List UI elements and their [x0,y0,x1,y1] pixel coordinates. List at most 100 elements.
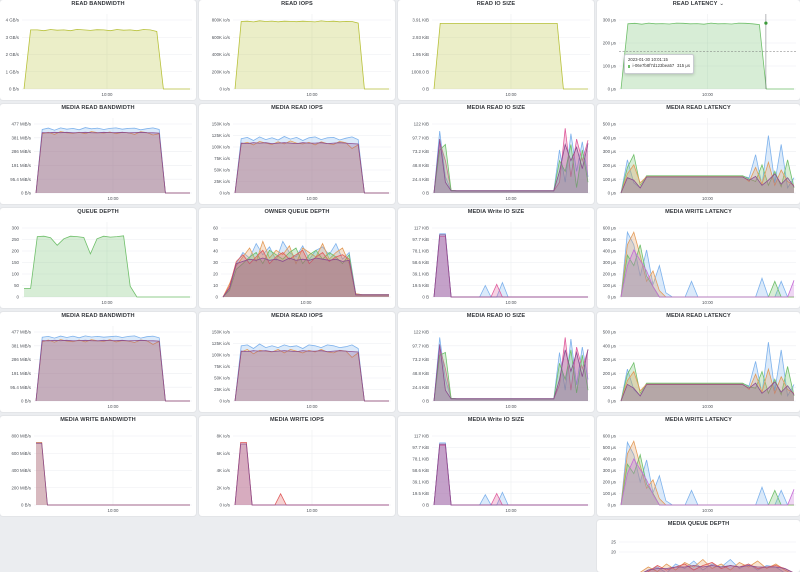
y-tick-label: 30 [213,260,218,265]
y-tick-label: 200 μs [603,41,617,46]
y-tick-label: 200K io/s [212,69,231,74]
series-area [235,21,389,89]
y-tick-label: 50 [14,283,19,288]
y-tick-label: 3 GB/s [6,35,20,40]
chart-plot: 4 GB/s3 GB/s2 GB/s1 GB/s0 B/s10:00 [0,0,196,100]
y-tick-label: 8K io/s [217,434,231,439]
y-tick-label: 0 μs [608,503,617,508]
x-tick-label: 10:00 [301,300,313,305]
y-tick-label: 100K io/s [212,353,231,358]
y-tick-label: 0 μs [608,399,617,404]
y-tick-label: 600 μs [603,434,617,439]
y-tick-label: 3.91 KiB [412,18,429,23]
y-tick-label: 0 B [422,87,429,92]
y-tick-label: 300 [12,226,20,231]
x-tick-label: 10:00 [102,92,114,97]
x-tick-label: 10:00 [702,92,714,97]
y-tick-label: 19.5 KiB [412,283,429,288]
y-tick-label: 97.7 KiB [412,445,429,450]
y-tick-label: 0 B/s [21,503,32,508]
y-tick-label: 25 [611,540,616,545]
x-tick-label: 10:00 [108,404,120,409]
hover-point [764,22,767,25]
y-tick-label: 100K io/s [212,145,231,150]
x-tick-label: 10:00 [702,508,714,513]
series-area [434,23,588,89]
y-tick-label: 73.2 KiB [412,149,429,154]
y-tick-label: 97.7 KiB [412,135,429,140]
y-tick-label: 24.4 KiB [412,385,429,390]
y-tick-label: 0 [17,295,20,300]
x-tick-label: 10:00 [506,300,518,305]
y-tick-label: 78.1 KiB [412,457,429,462]
y-tick-label: 50K io/s [214,168,231,173]
y-tick-label: 300 μs [603,18,617,23]
y-tick-label: 58.6 KiB [412,468,429,473]
y-tick-label: 191 MiB/s [11,163,31,168]
y-tick-label: 400 MiB/s [11,468,31,473]
x-tick-label: 10:00 [102,300,114,305]
x-tick-label: 10:00 [506,508,518,513]
y-tick-label: 477 MiB/s [11,122,31,127]
y-tick-label: 286 MiB/s [11,357,31,362]
y-tick-label: 100 μs [603,177,617,182]
y-tick-label: 300 μs [603,260,617,265]
y-tick-label: 400 μs [603,457,617,462]
y-tick-label: 24.4 KiB [412,177,429,182]
x-tick-label: 10:00 [702,404,714,409]
y-tick-label: 95.4 MiB/s [10,177,32,182]
series-area [36,340,190,401]
x-tick-label: 10:00 [307,508,319,513]
series-area [24,29,190,89]
y-tick-label: 0 io/s [220,191,231,196]
y-tick-label: 0 B [422,399,429,404]
y-tick-label: 0 μs [608,191,617,196]
y-tick-label: 4K io/s [217,468,231,473]
y-tick-label: 600 MiB/s [11,451,31,456]
y-tick-label: 97.7 KiB [412,237,429,242]
y-tick-label: 6K io/s [217,451,231,456]
y-tick-label: 1.95 KiB [412,52,429,57]
y-tick-label: 150K io/s [212,330,231,335]
y-tick-label: 20 [213,272,218,277]
y-tick-label: 122 KiB [414,122,429,127]
y-tick-label: 300 μs [603,357,617,362]
hover-tooltip: 2023-01-30 10:01:15i-06e7b8f7d123bea57/n… [624,54,694,74]
y-tick-label: 400 μs [603,343,617,348]
x-tick-label: 10:00 [506,196,518,201]
y-tick-label: 10 [213,283,218,288]
y-tick-label: 500 μs [603,122,617,127]
y-tick-label: 1 GB/s [6,69,20,74]
